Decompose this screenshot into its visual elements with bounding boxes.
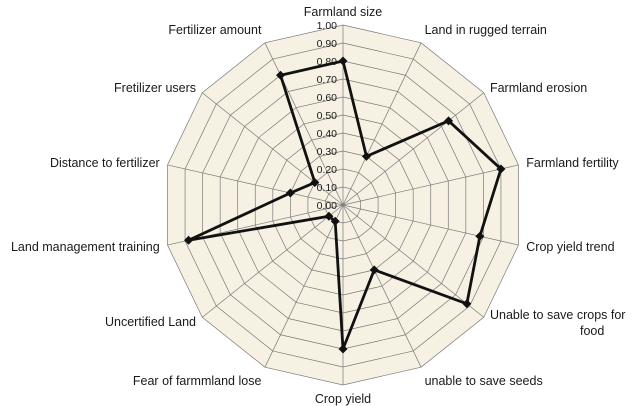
category-label: Farmland erosion [490, 81, 587, 95]
data-point-marker [310, 178, 320, 188]
radial-tick-label: 0.00 [317, 200, 338, 212]
category-label: Fear of farmmland lose [133, 374, 262, 388]
data-point-marker [361, 151, 371, 161]
data-point-marker [338, 56, 348, 66]
spoke-line [342, 204, 422, 368]
category-label: Uncertified Land [105, 315, 196, 329]
category-label: Crop yield [315, 392, 371, 406]
data-point-marker [285, 188, 295, 198]
radial-tick-label: 0.20 [317, 164, 338, 176]
data-point-marker [324, 211, 334, 221]
spoke-line [202, 204, 344, 318]
category-label: Farmland fertility [526, 156, 619, 170]
category-label: Land management training [11, 240, 160, 254]
category-label: Land in rugged terrain [425, 23, 547, 37]
spoke-line [342, 204, 519, 246]
data-point-marker [184, 235, 194, 245]
radial-tick-label: 1.00 [317, 20, 338, 32]
spoke-line [167, 164, 344, 206]
data-point-marker [462, 299, 472, 309]
data-point-marker [444, 116, 454, 126]
category-label: Crop yield trend [526, 240, 614, 254]
spoke-line [342, 204, 484, 318]
category-label: Fretilizer users [114, 81, 196, 95]
category-label: Distance to fertilizer [50, 156, 160, 170]
radial-tick-label: 0.50 [317, 110, 338, 122]
radial-tick-label: 0.30 [317, 146, 338, 158]
category-label: Fertilizer amount [168, 23, 262, 37]
spoke-line [342, 92, 484, 206]
data-point-marker [369, 265, 379, 275]
spoke-line [342, 164, 519, 206]
data-point-marker [496, 164, 506, 174]
radial-tick-label: 0.60 [317, 92, 338, 104]
radial-tick-label: 0.40 [317, 128, 338, 140]
category-label: Farmland size [304, 5, 383, 19]
data-point-marker [276, 70, 286, 80]
spoke-line [202, 92, 344, 206]
category-label: unable to save seeds [425, 374, 543, 388]
data-point-marker [338, 344, 348, 354]
radial-tick-label: 0.10 [317, 182, 338, 194]
data-point-marker [475, 231, 485, 241]
category-label: Unable to save crops for food [490, 308, 626, 338]
spoke-line [264, 204, 344, 368]
radial-tick-label: 0.90 [317, 38, 338, 50]
spoke-line [264, 42, 344, 206]
radial-tick-label: 0.70 [317, 74, 338, 86]
spoke-line [342, 42, 422, 206]
data-point-marker [330, 216, 340, 226]
